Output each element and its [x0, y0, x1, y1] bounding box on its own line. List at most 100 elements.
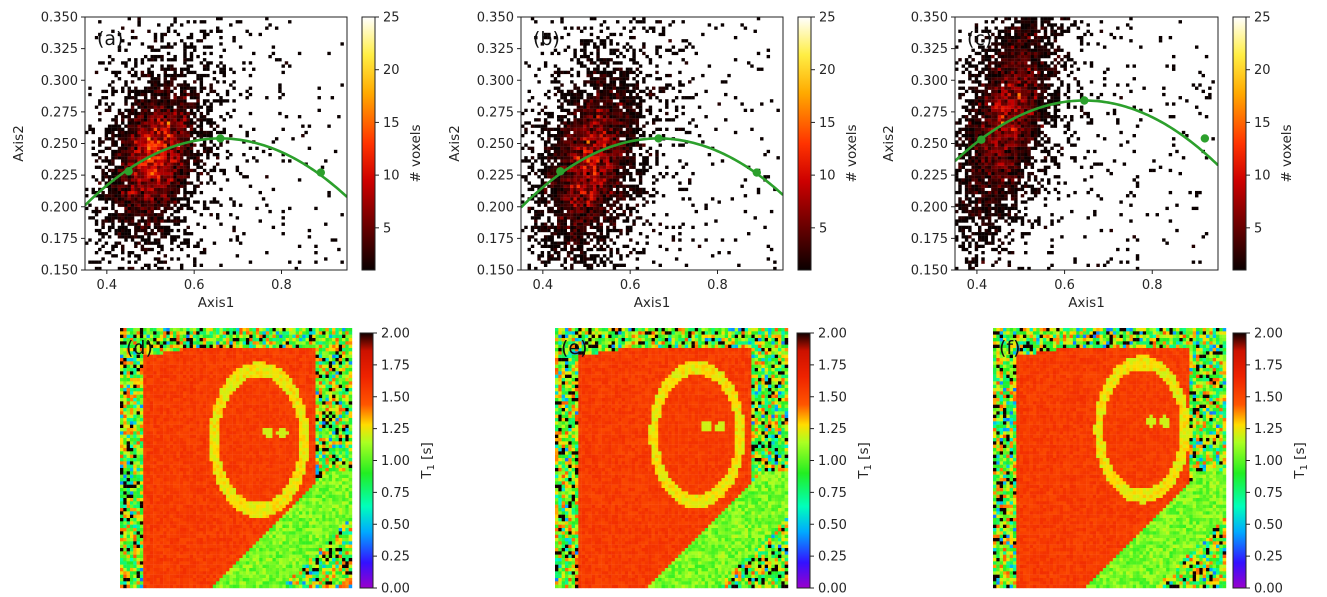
histogram-cell [144, 140, 147, 143]
histogram-cell [1172, 102, 1175, 105]
histogram-cell [698, 134, 701, 137]
histogram-cell [160, 248, 163, 251]
histogram-cell [128, 42, 131, 45]
histogram-cell [249, 87, 252, 90]
histogram-cell [1070, 134, 1073, 137]
histogram-cell [603, 200, 606, 203]
histogram-cell [971, 169, 974, 172]
histogram-cell [593, 144, 596, 147]
histogram-cell [134, 245, 137, 248]
histogram-cell [1021, 194, 1024, 197]
histogram-cell [128, 191, 131, 194]
histogram-cell [968, 125, 971, 128]
histogram-cell [1037, 191, 1040, 194]
histogram-cell [550, 128, 553, 131]
histogram-cell [573, 166, 576, 169]
histogram-cell [580, 134, 583, 137]
histogram-cell [681, 166, 684, 169]
histogram-cell [1037, 128, 1040, 131]
histogram-cell [642, 45, 645, 48]
histogram-cell [981, 96, 984, 99]
histogram-cell [137, 191, 140, 194]
histogram-cell [636, 194, 639, 197]
histogram-cell [124, 131, 127, 134]
histogram-cell [1014, 172, 1017, 175]
histogram-cell [1047, 112, 1050, 115]
histogram-cell [1004, 153, 1007, 156]
histogram-cell [1001, 118, 1004, 121]
histogram-cell [85, 242, 88, 245]
histogram-cell [226, 112, 229, 115]
histogram-cell [629, 83, 632, 86]
histogram-cell [1021, 188, 1024, 191]
histogram-cell [564, 188, 567, 191]
histogram-cell [154, 166, 157, 169]
histogram-cell [154, 115, 157, 118]
histogram-cell [98, 229, 101, 232]
histogram-cell [988, 153, 991, 156]
histogram-cell [1024, 115, 1027, 118]
histogram-cell [521, 175, 524, 178]
histogram-cell [124, 49, 127, 52]
histogram-cell [596, 68, 599, 71]
histogram-cell [955, 191, 958, 194]
histogram-cell [173, 150, 176, 153]
histogram-cell [587, 185, 590, 188]
histogram-cell [998, 144, 1001, 147]
histogram-cell [177, 181, 180, 184]
histogram-cell [144, 166, 147, 169]
histogram-cell [629, 102, 632, 105]
histogram-cell [962, 248, 965, 251]
histogram-cell [557, 125, 560, 128]
histogram-cell [154, 197, 157, 200]
histogram-cell [1024, 156, 1027, 159]
histogram-cell [580, 115, 583, 118]
histogram-cell [167, 191, 170, 194]
histogram-cell [564, 153, 567, 156]
histogram-cell [609, 254, 612, 257]
histogram-cell [137, 99, 140, 102]
histogram-cell [985, 181, 988, 184]
histogram-cell [985, 150, 988, 153]
histogram-cell [173, 109, 176, 112]
histogram-cell [92, 191, 95, 194]
histogram-cell [167, 102, 170, 105]
histogram-cell [613, 102, 616, 105]
histogram-cell [718, 251, 721, 254]
histogram-cell [131, 175, 134, 178]
histogram-cell [619, 213, 622, 216]
colorbar-gradient [362, 17, 375, 270]
histogram-cell [757, 191, 760, 194]
histogram-cell [665, 87, 668, 90]
histogram-cell [167, 74, 170, 77]
histogram-cell [1011, 204, 1014, 207]
histogram-cell [1024, 162, 1027, 165]
histogram-cell [613, 121, 616, 124]
histogram-cell [593, 166, 596, 169]
histogram-cell [177, 219, 180, 222]
histogram-cell [147, 128, 150, 131]
histogram-cell [190, 150, 193, 153]
histogram-cell [596, 52, 599, 55]
histogram-cell [1021, 156, 1024, 159]
histogram-cell [541, 229, 544, 232]
histogram-cell [573, 49, 576, 52]
histogram-cell [1024, 242, 1027, 245]
histogram-cell [98, 238, 101, 241]
histogram-cell [183, 58, 186, 61]
histogram-cell [170, 150, 173, 153]
histogram-cell [685, 131, 688, 134]
histogram-cell [958, 178, 961, 181]
histogram-cell [981, 144, 984, 147]
histogram-cell [1011, 185, 1014, 188]
histogram-cell [134, 118, 137, 121]
histogram-cell [219, 223, 222, 226]
histogram-cell [998, 197, 1001, 200]
histogram-cell [95, 178, 98, 181]
histogram-cell [629, 36, 632, 39]
histogram-cell [554, 144, 557, 147]
histogram-cell [128, 216, 131, 219]
histogram-cell [744, 194, 747, 197]
histogram-cell [180, 83, 183, 86]
histogram-cell [534, 200, 537, 203]
